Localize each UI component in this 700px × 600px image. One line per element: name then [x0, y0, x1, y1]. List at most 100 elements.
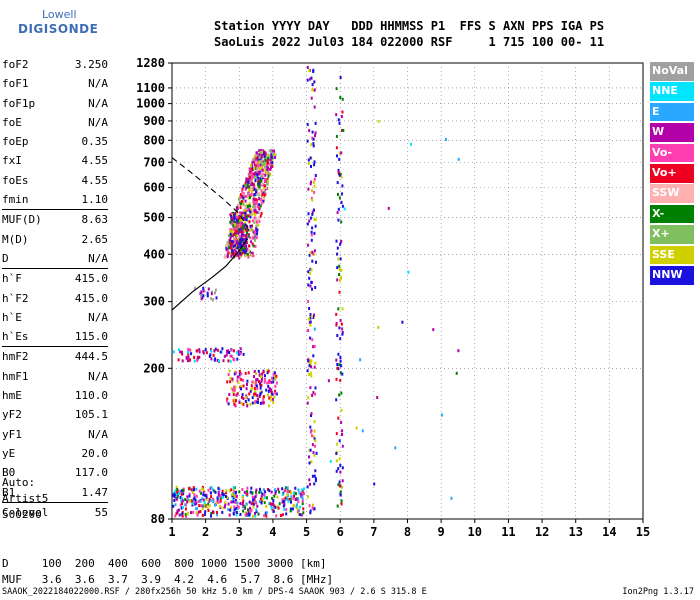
echo-pixel: [238, 211, 241, 215]
echo-pixel: [295, 498, 297, 501]
echo-pixel: [407, 270, 410, 274]
echo-pixel: [242, 196, 245, 200]
version-label: Ion2Png 1.3.17: [622, 587, 694, 597]
echo-pixel: [198, 489, 201, 493]
echo-pixel: [340, 151, 343, 155]
echo-pixel: [216, 348, 219, 352]
echo-pixel: [242, 499, 245, 503]
echo-pixel: [242, 233, 245, 237]
echo-pixel: [229, 252, 232, 255]
echo-pixel: [254, 216, 257, 220]
param-row: yE 20.0: [2, 444, 108, 463]
echo-pixel: [249, 236, 252, 240]
echo-pixel: [246, 208, 249, 212]
echo-pixel: [268, 379, 271, 383]
echo-pixel: [268, 502, 271, 506]
echo-pixel: [235, 513, 238, 517]
echo-pixel: [314, 121, 317, 125]
echo-pixel: [336, 278, 339, 282]
echo-pixel: [314, 477, 317, 481]
echo-pixel: [306, 401, 309, 405]
x-tick-label: 2: [202, 525, 209, 539]
echo-pixel: [292, 491, 295, 495]
echo-pixel: [269, 502, 272, 506]
echo-pixel: [251, 188, 254, 191]
echo-pixel: [336, 211, 339, 215]
echo-pixel: [181, 350, 183, 354]
echo-pixel: [312, 70, 315, 73]
echo-pixel: [248, 513, 251, 517]
echo-pixel: [286, 497, 289, 501]
echo-pixel: [313, 177, 316, 181]
echo-pixel: [177, 493, 179, 497]
echo-pixel: [241, 230, 244, 234]
echo-pixel: [219, 499, 222, 502]
echo-pixel: [234, 243, 237, 247]
echo-pixel: [238, 225, 241, 229]
echo-pixel: [280, 514, 282, 517]
echo-pixel: [309, 267, 312, 271]
echo-pixel: [184, 498, 187, 502]
echo-pixel: [376, 396, 379, 399]
echo-pixel: [266, 169, 269, 173]
legend-item: Vo+: [650, 163, 694, 183]
echo-pixel: [244, 212, 247, 215]
param-value: N/A: [88, 77, 108, 91]
echo-pixel: [264, 158, 267, 162]
echo-pixel: [236, 501, 239, 505]
echo-pixel: [260, 197, 263, 201]
echo-pixel: [339, 337, 342, 341]
y-tick-label: 1100: [136, 81, 165, 95]
echo-pixel: [229, 236, 232, 240]
echo-pixel: [233, 216, 236, 220]
param-row: h`E N/A: [2, 308, 108, 327]
echo-pixel: [258, 490, 261, 494]
echo-pixel: [263, 493, 266, 497]
echo-pixel: [182, 492, 185, 496]
echo-pixel: [260, 167, 262, 171]
echo-pixel: [308, 364, 311, 368]
echo-pixel: [255, 210, 258, 214]
echo-pixel: [200, 294, 203, 298]
echo-pixel: [228, 251, 231, 255]
echo-pixel: [232, 224, 235, 228]
logo-digisonde: DIGISONDE: [18, 22, 99, 36]
echo-pixel: [241, 189, 244, 193]
param-value: 2.65: [81, 232, 109, 246]
echo-pixel: [312, 345, 315, 349]
echo-pixel: [203, 503, 206, 507]
echo-pixel: [270, 152, 273, 156]
echo-pixel: [256, 232, 258, 236]
echo-pixel: [200, 297, 203, 301]
y-tick-label: 1000: [136, 97, 165, 111]
echo-pixel: [236, 507, 239, 511]
echo-pixel: [196, 355, 199, 359]
echo-pixel: [262, 401, 265, 405]
echo-pixel: [339, 490, 342, 494]
echo-pixel: [457, 349, 460, 353]
echo-pixel: [201, 487, 204, 491]
echo-pixel: [219, 350, 222, 354]
echo-pixel: [253, 230, 256, 234]
echo-pixel: [175, 497, 178, 501]
echo-pixel: [307, 359, 310, 363]
echo-pixel: [250, 486, 253, 490]
echo-pixel: [309, 482, 311, 486]
echo-pixel: [232, 393, 235, 397]
echo-pixel: [241, 238, 244, 242]
echo-pixel: [239, 234, 242, 238]
polarization-legend: NoVal NNE E W Vo- Vo+ SSW X- X+ SSE NNW: [650, 62, 694, 286]
echo-pixel: [177, 358, 180, 362]
echo-pixel: [341, 184, 344, 188]
echo-pixel: [274, 153, 276, 157]
echo-pixel: [311, 226, 314, 230]
echo-pixel: [241, 187, 244, 191]
param-key: foF1p: [2, 96, 36, 110]
echo-pixel: [245, 194, 248, 198]
echo-pixel: [235, 399, 237, 403]
param-value: N/A: [88, 96, 108, 110]
echo-pixel: [277, 487, 280, 491]
echo-pixel: [196, 506, 198, 510]
echo-pixel: [186, 495, 189, 499]
echo-pixel: [267, 488, 269, 491]
